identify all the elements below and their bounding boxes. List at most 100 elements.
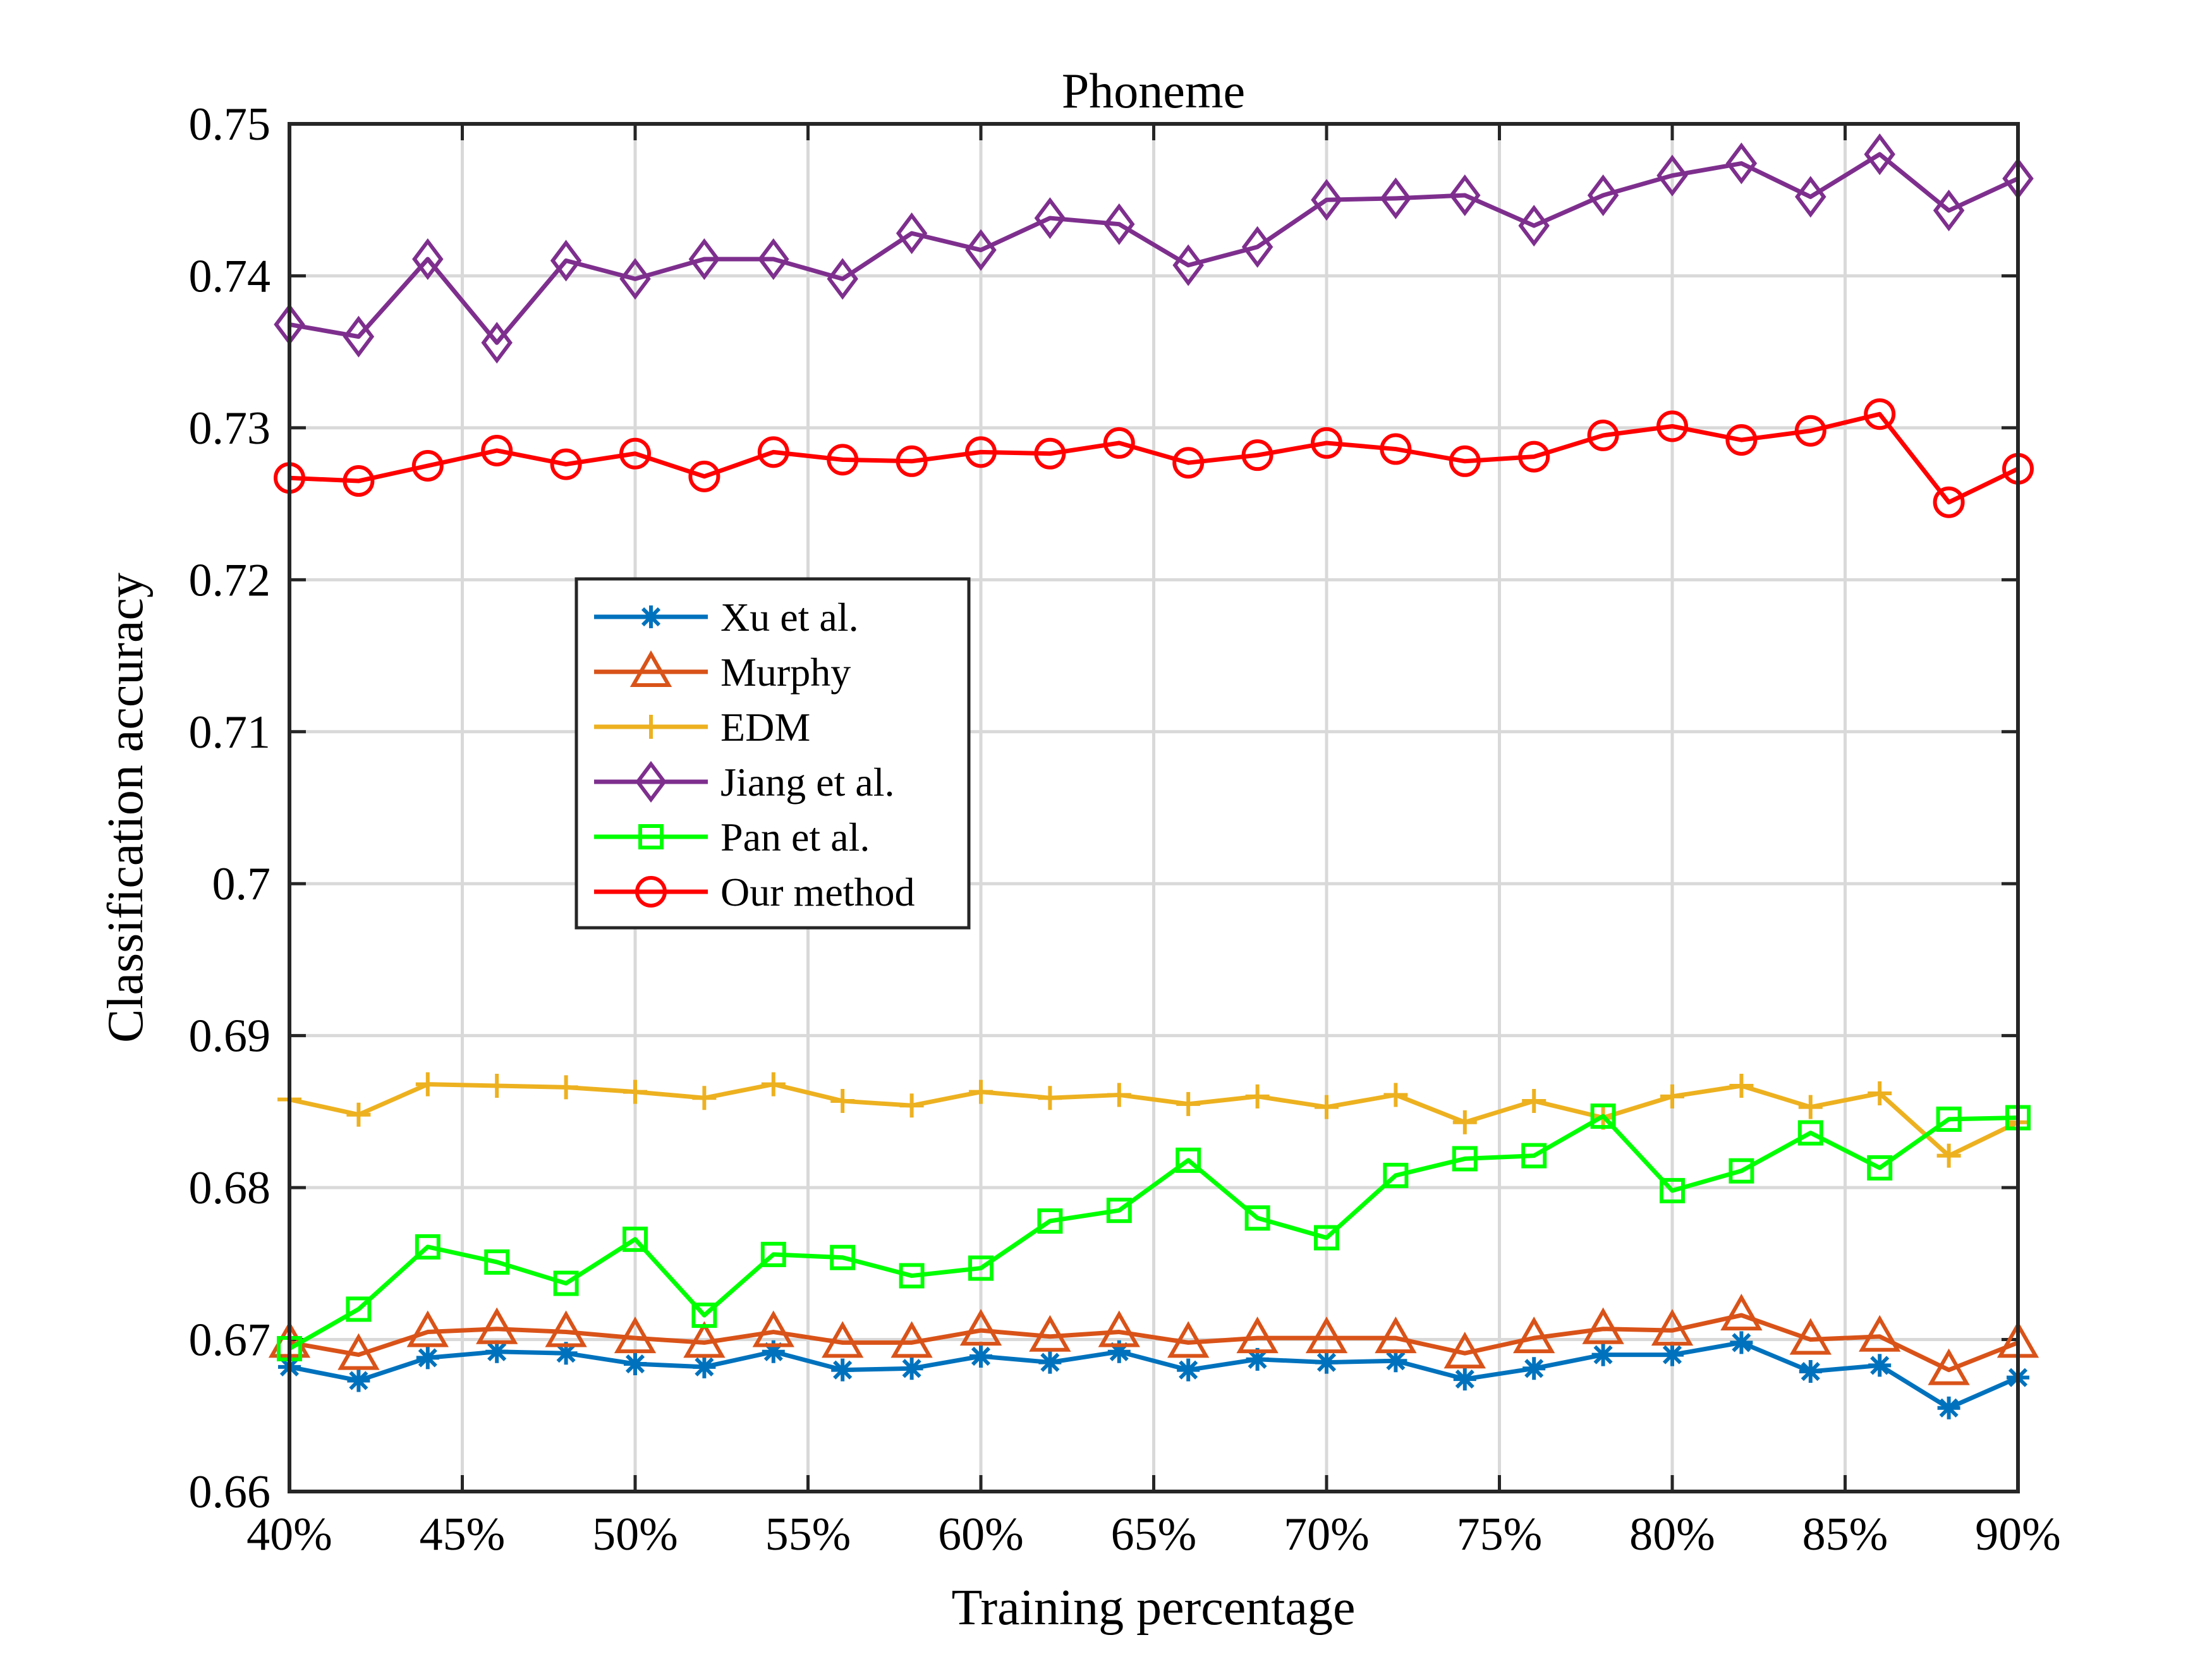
legend-item-edm: EDM — [594, 705, 810, 750]
legend-marker — [638, 824, 664, 849]
plot-frame — [288, 122, 2020, 1493]
legend-label: EDM — [720, 705, 810, 750]
data-point-jiang-et-al — [1656, 154, 1688, 197]
series-jiang-et-al — [274, 133, 2034, 364]
data-point-jiang-et-al — [1587, 174, 1619, 217]
data-point-pan-et-al — [1176, 1147, 1201, 1173]
series-line-xu-et-al — [289, 1340, 2019, 1411]
legend-marker — [639, 715, 663, 739]
data-point-edm — [1107, 1083, 1131, 1107]
data-point-our-method — [1172, 447, 1205, 479]
data-point-edm — [1245, 1084, 1270, 1109]
legend-marker — [640, 605, 662, 628]
data-point-murphy — [959, 1309, 1002, 1346]
data-point-pan-et-al — [1867, 1155, 1893, 1181]
data-point-murphy — [1928, 1348, 1970, 1385]
data-point-jiang-et-al — [1725, 142, 1758, 185]
data-point-murphy — [1236, 1316, 1279, 1354]
data-point-edm — [1798, 1095, 1823, 1119]
data-point-xu-et-al — [1038, 1351, 1062, 1374]
y-tick-label: 0.72 — [189, 554, 271, 606]
y-tick-label: 0.75 — [189, 99, 271, 150]
data-point-murphy — [476, 1307, 518, 1344]
data-point-xu-et-al — [1522, 1357, 1546, 1380]
data-point-our-method — [1034, 437, 1066, 470]
data-point-jiang-et-al — [1380, 177, 1412, 219]
data-point-our-method — [1656, 410, 1688, 442]
x-tick-label: 70% — [1284, 1509, 1370, 1560]
data-point-our-method — [343, 465, 375, 497]
data-point-our-method — [1864, 398, 1896, 430]
legend-item-our-method: Our method — [594, 870, 915, 915]
data-point-jiang-et-al — [1034, 197, 1066, 240]
data-point-our-method — [1725, 424, 1758, 456]
x-tick-label: 65% — [1111, 1509, 1197, 1560]
data-point-edm — [554, 1075, 578, 1100]
data-point-our-method — [757, 436, 789, 468]
data-point-pan-et-al — [1106, 1198, 1132, 1224]
data-point-jiang-et-al — [896, 212, 928, 255]
data-point-edm — [1729, 1074, 1754, 1098]
data-point-jiang-et-al — [1311, 179, 1342, 221]
data-point-murphy — [683, 1321, 726, 1358]
data-point-pan-et-al — [415, 1234, 441, 1260]
x-tick-label: 75% — [1457, 1509, 1543, 1560]
data-point-pan-et-al — [1244, 1205, 1270, 1231]
series-line-our-method — [289, 411, 2019, 505]
data-point-murphy — [1029, 1315, 1071, 1352]
data-point-pan-et-al — [346, 1296, 372, 1322]
x-tick-label: 45% — [420, 1509, 506, 1560]
data-point-our-method — [1518, 441, 1550, 473]
data-point-our-method — [1103, 427, 1135, 459]
data-point-murphy — [1789, 1318, 1832, 1355]
data-point-edm — [1660, 1084, 1684, 1109]
data-point-edm — [1868, 1081, 1892, 1106]
data-point-murphy — [1720, 1294, 1763, 1331]
data-point-pan-et-al — [1797, 1120, 1823, 1146]
data-point-edm — [1383, 1083, 1408, 1107]
data-point-murphy — [890, 1321, 933, 1358]
data-point-jiang-et-al — [481, 322, 513, 364]
data-point-xu-et-al — [1315, 1351, 1338, 1374]
data-point-pan-et-al — [830, 1244, 856, 1270]
data-point-jiang-et-al — [412, 238, 444, 280]
data-point-jiang-et-al — [688, 238, 720, 280]
x-tick-label: 55% — [765, 1509, 851, 1560]
data-point-our-method — [1449, 445, 1481, 477]
data-point-murphy — [1098, 1310, 1140, 1347]
y-tick-label: 0.73 — [189, 403, 271, 454]
data-point-pan-et-al — [1314, 1225, 1339, 1251]
data-point-jiang-et-al — [1449, 174, 1481, 217]
data-point-murphy — [1167, 1321, 1210, 1358]
data-point-jiang-et-al — [550, 240, 582, 282]
x-tick-label: 50% — [592, 1509, 678, 1560]
data-point-pan-et-al — [1037, 1208, 1063, 1234]
data-point-pan-et-al — [1521, 1143, 1547, 1169]
data-point-xu-et-al — [1177, 1358, 1200, 1382]
x-tick-label: 90% — [1975, 1509, 2061, 1560]
data-point-our-method — [965, 436, 997, 468]
data-point-xu-et-al — [624, 1352, 647, 1376]
data-point-our-method — [1587, 419, 1619, 451]
data-point-jiang-et-al — [1518, 205, 1550, 247]
data-point-pan-et-al — [899, 1263, 925, 1289]
legend-item-jiang-et-al: Jiang et al. — [594, 760, 894, 805]
y-tick-label: 0.74 — [189, 250, 271, 302]
legend-marker — [635, 876, 667, 908]
data-point-xu-et-al — [416, 1346, 439, 1370]
data-point-xu-et-al — [1591, 1343, 1615, 1366]
y-tick-label: 0.71 — [189, 707, 271, 758]
legend-item-xu-et-al: Xu et al. — [594, 595, 859, 640]
data-point-edm — [761, 1072, 786, 1097]
x-tick-label: 40% — [246, 1509, 332, 1560]
data-point-murphy — [1651, 1309, 1694, 1346]
data-point-pan-et-al — [760, 1241, 786, 1267]
data-point-murphy — [614, 1316, 657, 1354]
series-our-method — [274, 398, 2034, 518]
data-point-murphy — [1513, 1316, 1555, 1354]
data-point-jiang-et-al — [1933, 190, 1965, 232]
y-tick-label: 0.69 — [189, 1011, 271, 1062]
data-point-edm — [969, 1079, 993, 1104]
chart-title: Phoneme — [1062, 63, 1245, 118]
y-tick-label: 0.68 — [189, 1162, 271, 1214]
